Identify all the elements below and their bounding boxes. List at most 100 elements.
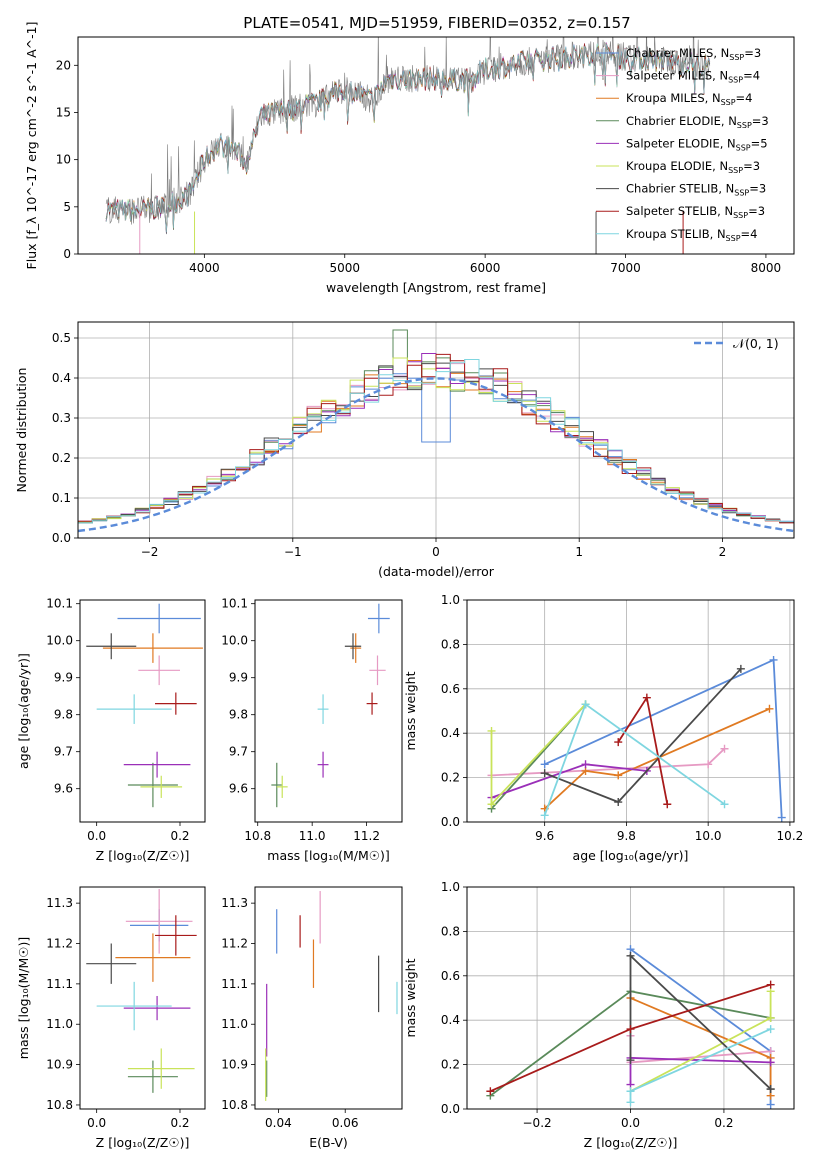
- point-marker: [736, 664, 745, 673]
- x-tick-label: 0.0: [621, 1116, 640, 1130]
- axes: 0.04 0.06 10.8 10.9 11.0 11.1 11.2 11.3 E(B-V): [221, 886, 403, 1150]
- y-axis-label: mass weight: [403, 671, 418, 750]
- y-tick-label: 11.1: [221, 977, 248, 991]
- spectrum-line-kroupa-stelib: [105, 43, 711, 232]
- x-axis-label: Z [log₁₀(Z/Z☉)]: [584, 1135, 678, 1150]
- histogram-salpeter-stelib: [78, 353, 794, 524]
- axes-frame: [79, 599, 206, 823]
- x-axis-label: mass [log₁₀(M/M☉)]: [267, 848, 389, 863]
- x-tick-label: 9.6: [535, 829, 554, 843]
- errorbar-chabrier-miles: [117, 603, 201, 634]
- panel-z-mass: 0.0 0.2 10.8 10.9 11.0 11.1 11.2 11.3 Z [log₁₀(Z…: [16, 886, 206, 1150]
- axes: 0.0 0.2 10.8 10.9 11.0 11.1 11.2 11.3 Z [log₁₀(Z…: [16, 886, 206, 1150]
- point-marker: [614, 798, 623, 807]
- y-tick-label: 9.6: [229, 782, 248, 796]
- series-chabrier-stelib: [540, 664, 745, 807]
- errorbar-salpeter-elodie: [123, 995, 191, 1021]
- axes-frame: [79, 886, 206, 1110]
- y-tick-label: 0.6: [441, 969, 460, 983]
- legend-label-kroupa-miles: Kroupa MILES, NSSP=4: [626, 91, 753, 107]
- axes-frame: [254, 886, 403, 1110]
- errorbar-kroupa-stelib: [317, 694, 329, 724]
- y-axis-label: Normed distribution: [14, 368, 29, 493]
- series-line: [617, 695, 669, 805]
- series-line: [544, 658, 783, 818]
- series-kroupa-elodie: [487, 700, 590, 809]
- errorbar-salpeter-elodie: [317, 751, 329, 778]
- errorbar-salpeter-stelib: [155, 915, 197, 956]
- legend-label-gaussian: 𝒩(0, 1): [733, 336, 779, 351]
- x-tick-label: 0.2: [170, 1116, 189, 1130]
- point-marker: [777, 813, 786, 822]
- plot-area: [487, 655, 786, 822]
- series-kroupa-stelib: [626, 1025, 775, 1107]
- errorbar-salpeter-stelib: [366, 692, 378, 715]
- figure-title: PLATE=0541, MJD=51959, FIBERID=0352, z=0…: [243, 14, 630, 32]
- point-marker: [626, 1098, 635, 1107]
- x-tick-label: −0.2: [523, 1116, 552, 1130]
- point-marker: [663, 800, 672, 809]
- gaussian-curve: [78, 377, 794, 533]
- legend-label-kroupa-stelib: Kroupa STELIB, NSSP=4: [626, 227, 757, 243]
- x-tick-label: 6000: [470, 261, 501, 275]
- point-marker: [540, 811, 549, 820]
- y-axis-label: Flux [f_λ 10^-17 erg cm^-2 s^-1 A^-1]: [24, 22, 39, 270]
- point-marker: [769, 655, 778, 664]
- axes: 4000 5000 6000 7000 8000 0 5 10 15 20 wavelength […: [24, 22, 795, 295]
- legend-label-chabrier-stelib: Chabrier STELIB, NSSP=3: [626, 182, 766, 198]
- point-marker: [487, 800, 496, 809]
- y-tick-label: 0.3: [52, 411, 71, 425]
- point-marker: [540, 760, 549, 769]
- point-marker: [626, 1025, 635, 1034]
- x-tick-label: 0.2: [714, 1116, 733, 1130]
- y-tick-label: 9.9: [229, 671, 248, 685]
- errorbar-kroupa-miles: [350, 633, 362, 663]
- panel-spectrum: 4000 5000 6000 7000 8000 0 5 10 15 20 wavelength […: [24, 22, 795, 295]
- y-axis-label: mass [log₁₀(M/M☉)]: [16, 937, 31, 1059]
- point-marker: [581, 760, 590, 769]
- y-axis-label: age [log₁₀(age/yr)]: [16, 653, 31, 769]
- x-tick-label: 7000: [610, 261, 641, 275]
- errorbar-kroupa-stelib: [96, 694, 172, 724]
- y-tick-label: 11.0: [221, 1017, 248, 1031]
- errorbar-kroupa-elodie: [127, 1048, 195, 1089]
- y-tick-label: 10.1: [46, 597, 73, 611]
- y-tick-label: 0.2: [441, 1058, 460, 1072]
- x-axis-label: Z [log₁₀(Z/Z☉)]: [96, 1135, 190, 1150]
- errorbar-kroupa-miles: [115, 933, 191, 982]
- point-marker: [486, 1087, 495, 1096]
- y-tick-label: 10.9: [221, 1058, 248, 1072]
- series-line: [491, 748, 726, 777]
- x-tick-label: 10.0: [695, 829, 722, 843]
- point-marker: [766, 1085, 775, 1094]
- axes-frame: [77, 321, 795, 539]
- y-tick-label: 11.2: [46, 937, 73, 951]
- x-tick-label: −2: [141, 545, 159, 559]
- y-tick-label: 0.4: [52, 371, 71, 385]
- y-tick-label: 9.8: [229, 708, 248, 722]
- y-tick-label: 0.1: [52, 491, 71, 505]
- axes: 10.8 11.0 11.2 9.6 9.7 9.8 9.9 10.0 10.1 mass [lo…: [221, 597, 403, 863]
- series-kroupa-stelib: [540, 700, 729, 820]
- y-tick-label: 11.3: [221, 896, 248, 910]
- x-axis-label: Z [log₁₀(Z/Z☉)]: [96, 848, 190, 863]
- x-tick-label: 0.0: [87, 1116, 106, 1130]
- series-line: [629, 1028, 771, 1103]
- errorbar-kroupa-stelib: [96, 981, 172, 1031]
- point-marker: [642, 693, 651, 702]
- series-line: [490, 703, 587, 807]
- axes: 9.6 9.8 10.0 10.2 0.0 0.2 0.4 0.6 0.8 1.0 age [log…: [403, 593, 803, 863]
- plot-area: [86, 889, 197, 1093]
- y-tick-label: 1.0: [441, 880, 460, 894]
- x-tick-label: 5000: [329, 261, 360, 275]
- y-tick-label: 0.8: [441, 924, 460, 938]
- point-marker: [487, 726, 496, 735]
- x-tick-label: −1: [284, 545, 302, 559]
- errorbar-salpeter-miles: [125, 889, 193, 954]
- series-kroupa-elodie: [626, 987, 775, 1096]
- y-tick-label: 0.2: [441, 771, 460, 785]
- y-tick-label: 15: [56, 105, 71, 119]
- y-tick-label: 9.8: [54, 708, 73, 722]
- plot-area: [486, 945, 775, 1109]
